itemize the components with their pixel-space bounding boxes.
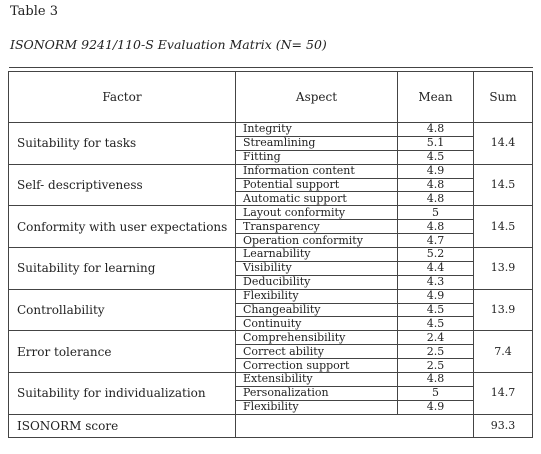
mean-cell: 4.7 [397,233,474,249]
aspect-cell: Continuity [235,316,398,332]
table-row: Suitability for learning Learnability 5.… [8,247,533,290]
table-row: Deducibility 4.3 [9,274,533,290]
table-row: Potential support 4.8 [9,177,533,193]
mean-cell: 4.8 [397,177,474,193]
factor-cell: Conformity with user expectations [8,205,236,249]
mean-cell: 2.5 [397,358,474,374]
header-mean: Mean [397,71,474,123]
table-caption: ISONORM 9241/110-S Evaluation Matrix (N=… [10,37,327,52]
mean-cell: 4.8 [397,122,474,137]
table-row: Controllability Flexibility 4.9 13.9 [8,288,533,332]
table-row: Transparency 4.8 [9,219,533,235]
aspect-cell: Comprehensibility [235,330,398,346]
sum-cell: 14.7 [473,372,533,415]
aspect-cell: Fitting [235,149,398,165]
mean-cell: 5 [397,205,474,221]
mean-cell: 4.8 [397,219,474,235]
table-row: Operation conformity 4.7 [9,233,533,249]
table-row: Visibility 4.4 [9,260,533,276]
aspect-cell: Information content [235,163,398,179]
mean-cell: 4.9 [397,399,474,415]
aspect-cell: Extensibility [235,372,398,387]
table-row: Error tolerance Comprehensibility 2.4 7.… [8,330,533,374]
mean-cell: 2.4 [397,330,474,346]
aspect-cell: Integrity [235,122,398,137]
mean-cell: 4.3 [397,274,474,290]
header-sum: Sum [473,71,533,123]
aspect-cell: Changeability [235,302,398,318]
score-row: ISONORM score 93.3 [8,413,533,438]
header-row: Factor Aspect Mean Sum [8,71,533,123]
mean-cell: 4.4 [397,260,474,276]
mean-cell: 5 [397,385,474,401]
factor-cell: Suitability for individualization [8,372,236,415]
score-label: ISONORM score [8,413,236,438]
aspect-cell: Correct ability [235,344,398,360]
factor-cell: Suitability for tasks [8,122,236,165]
factor-cell: Self- descriptiveness [8,163,236,207]
sum-cell: 14.5 [473,205,533,249]
sum-cell: 14.4 [473,122,533,165]
table-row: Conformity with user expectations Layout… [8,205,533,249]
mean-cell: 4.9 [397,163,474,179]
mean-cell: 4.5 [397,149,474,165]
aspect-cell: Correction support [235,358,398,374]
factor-cell: Controllability [8,288,236,332]
score-empty-cell [235,413,474,438]
aspect-cell: Layout conformity [235,205,398,221]
mean-cell: 4.5 [397,302,474,318]
mean-cell: 4.9 [397,288,474,304]
mean-cell: 5.1 [397,135,474,151]
table-row: Changeability 4.5 [9,302,533,318]
sum-cell: 7.4 [473,330,533,374]
sum-cell: 13.9 [473,288,533,332]
mean-cell: 4.5 [397,316,474,332]
mean-cell: 2.5 [397,344,474,360]
aspect-cell: Flexibility [235,288,398,304]
header-factor: Factor [8,71,236,123]
header-aspect: Aspect [235,71,398,123]
evaluation-matrix-table: Factor Aspect Mean Sum Suitability for t… [8,67,533,438]
aspect-cell: Flexibility [235,399,398,415]
mean-cell: 4.8 [397,372,474,387]
table-row: Fitting 4.5 [9,149,533,165]
table-row: Correction support 2.5 [9,358,533,374]
aspect-cell: Learnability [235,247,398,262]
sum-cell: 13.9 [473,247,533,290]
table-row: Correct ability 2.5 [9,344,533,360]
aspect-cell: Operation conformity [235,233,398,249]
aspect-cell: Personalization [235,385,398,401]
mean-cell: 4.8 [397,191,474,207]
score-value: 93.3 [473,413,533,438]
table-label: Table 3 [10,4,58,19]
table-row: Suitability for individualization Extens… [8,372,533,415]
table-row: Self- descriptiveness Information conten… [8,163,533,207]
sum-cell: 14.5 [473,163,533,207]
factor-cell: Error tolerance [8,330,236,374]
aspect-cell: Streamlining [235,135,398,151]
aspect-cell: Potential support [235,177,398,193]
aspect-cell: Visibility [235,260,398,276]
aspect-cell: Deducibility [235,274,398,290]
aspect-cell: Transparency [235,219,398,235]
mean-cell: 5.2 [397,247,474,262]
factor-cell: Suitability for learning [8,247,236,290]
table-row: Suitability for tasks Integrity 4.8 14.4 [8,122,533,165]
aspect-cell: Automatic support [235,191,398,207]
